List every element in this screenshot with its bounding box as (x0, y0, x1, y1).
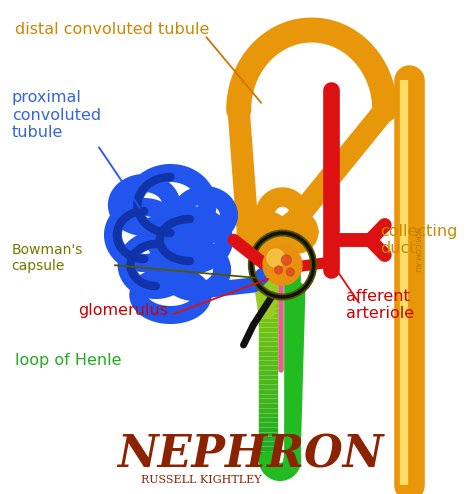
Text: RKM.COM.AU: RKM.COM.AU (413, 227, 419, 273)
Text: loop of Henle: loop of Henle (15, 353, 121, 368)
Circle shape (267, 249, 284, 267)
Text: RUSSELL KIGHTLEY: RUSSELL KIGHTLEY (141, 475, 262, 485)
Text: afferent
arteriole: afferent arteriole (346, 289, 414, 321)
Text: proximal
convoluted
tubule: proximal convoluted tubule (12, 90, 101, 140)
Circle shape (263, 245, 302, 285)
Circle shape (282, 255, 291, 265)
Text: NEPHRON: NEPHRON (117, 434, 383, 477)
Text: collecting
duct: collecting duct (380, 224, 457, 256)
Text: distal convoluted tubule: distal convoluted tubule (15, 23, 209, 38)
Text: Bowman's
capsule: Bowman's capsule (12, 243, 83, 273)
Circle shape (275, 266, 283, 274)
Text: glomerulus: glomerulus (78, 302, 168, 318)
Circle shape (286, 268, 294, 276)
